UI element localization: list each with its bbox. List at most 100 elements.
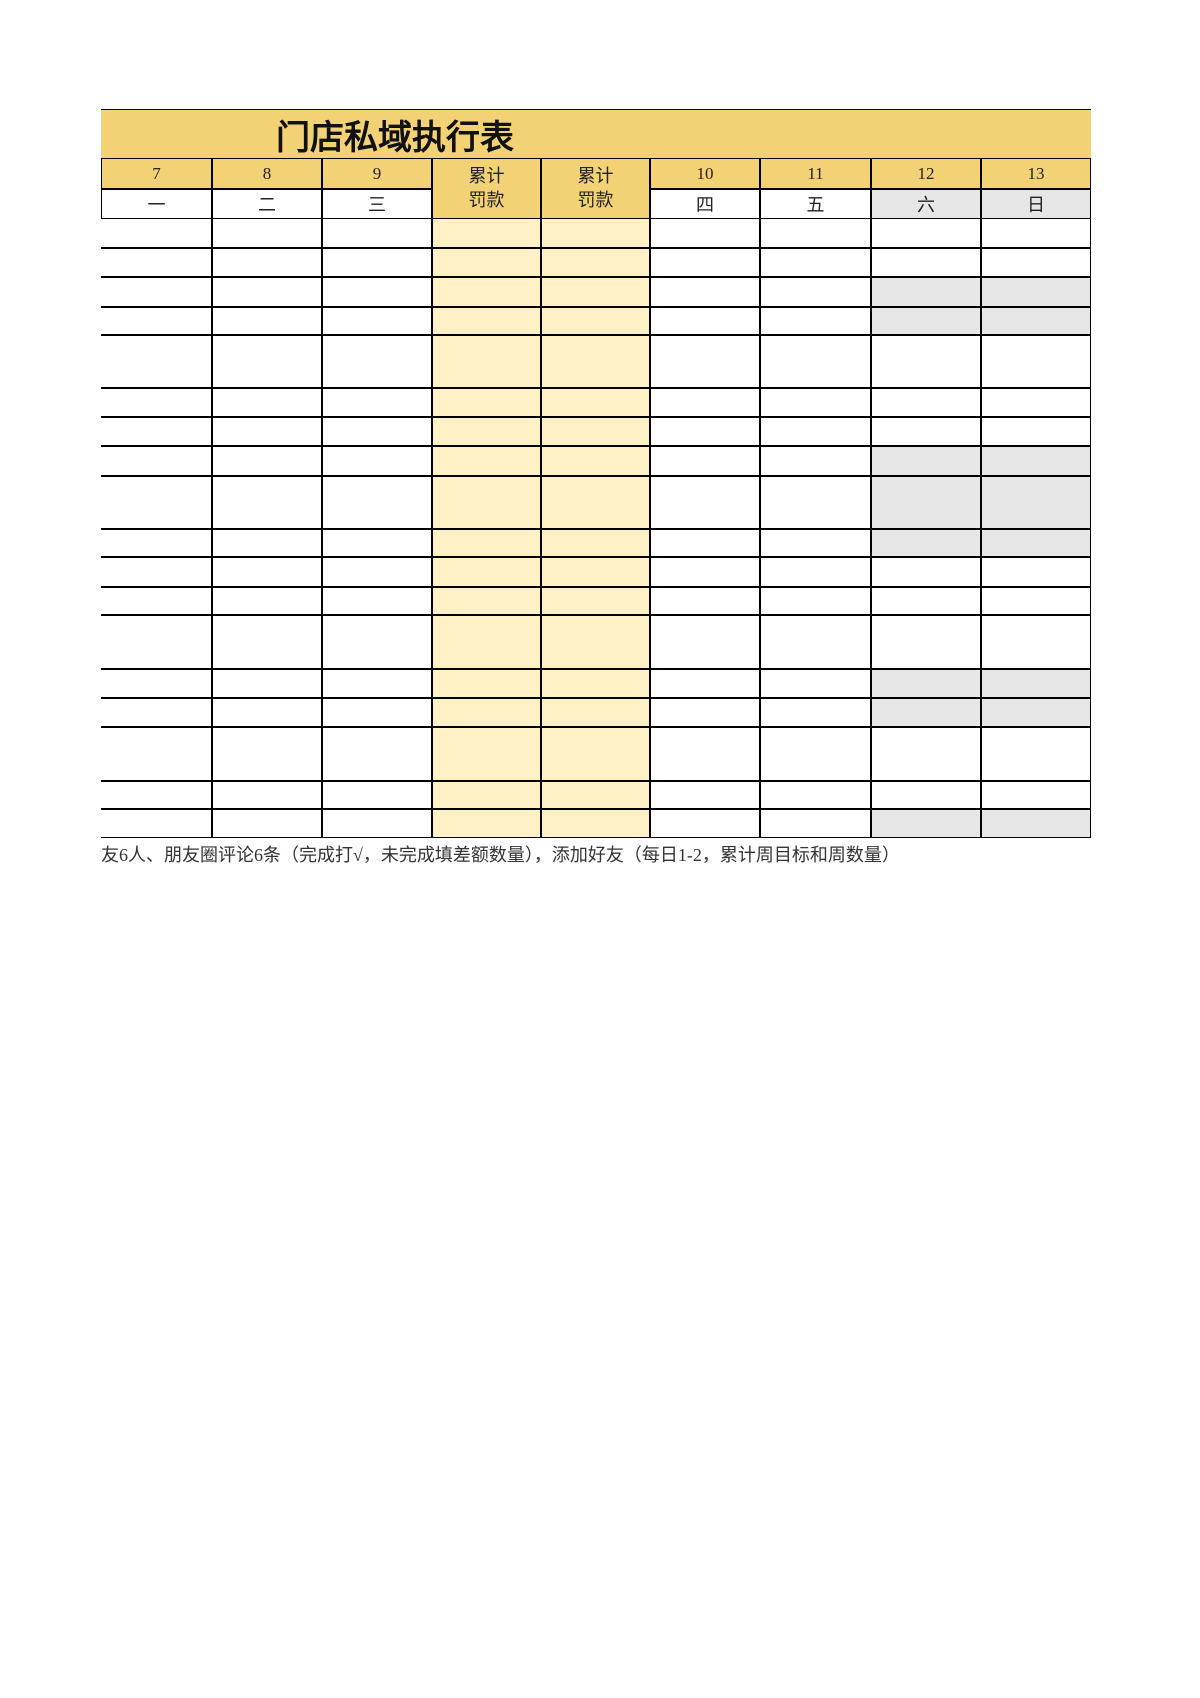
table-cell	[541, 557, 650, 587]
table-cell	[871, 417, 981, 446]
table-cell	[871, 446, 981, 476]
table-cell	[981, 529, 1091, 557]
table-cell	[432, 388, 541, 417]
table-cell	[212, 307, 322, 335]
table-cell	[432, 781, 541, 809]
date-header-text: 10	[696, 163, 714, 183]
table-cell	[101, 587, 212, 615]
table-cell	[101, 388, 212, 417]
weekday-header-text: 六	[917, 195, 935, 215]
table-cell	[871, 307, 981, 335]
date-header-text: 9	[372, 163, 382, 183]
table-cell	[650, 307, 760, 335]
weekday-header-text: 一	[147, 195, 166, 215]
table-cell	[322, 529, 432, 557]
table-cell	[871, 727, 981, 781]
table-cell	[871, 388, 981, 417]
table-cell	[212, 587, 322, 615]
table-cell	[432, 446, 541, 476]
table-cell	[541, 248, 650, 277]
table-cell	[981, 615, 1091, 669]
table-cell	[981, 248, 1091, 277]
date-header: 7	[101, 158, 212, 189]
table-cell	[871, 669, 981, 698]
table-cell	[432, 307, 541, 335]
table-cell	[541, 781, 650, 809]
table-cell	[981, 809, 1091, 838]
table-cell	[871, 615, 981, 669]
table-cell	[760, 809, 871, 838]
date-header-text: 8	[262, 163, 272, 183]
table-cell	[981, 218, 1091, 248]
table-cell	[760, 417, 871, 446]
date-header: 9	[322, 158, 432, 189]
table-cell	[981, 669, 1091, 698]
table-cell	[981, 476, 1091, 529]
table-cell	[212, 669, 322, 698]
table-cell	[541, 277, 650, 307]
table-cell	[650, 727, 760, 781]
table-cell	[101, 248, 212, 277]
table-cell	[760, 335, 871, 388]
table-cell	[871, 698, 981, 727]
table-cell	[871, 218, 981, 248]
table-cell	[212, 781, 322, 809]
table-cell	[871, 335, 981, 388]
weekday-header-text: 五	[806, 195, 825, 215]
table-cell	[650, 781, 760, 809]
weekday-header-text: 四	[696, 195, 714, 215]
table-cell	[212, 218, 322, 248]
table-cell	[101, 529, 212, 557]
weekday-header: 五	[760, 189, 871, 219]
date-header-text: 13	[1027, 163, 1045, 183]
date-header-text: 12	[917, 163, 935, 183]
table-cell	[322, 335, 432, 388]
table-cell	[981, 781, 1091, 809]
table-cell	[650, 388, 760, 417]
penalty-header-text: 累计罚款	[468, 166, 505, 210]
table-cell	[432, 529, 541, 557]
table-cell	[760, 277, 871, 307]
table-cell	[322, 307, 432, 335]
table-cell	[212, 476, 322, 529]
table-cell	[101, 669, 212, 698]
table-cell	[541, 307, 650, 335]
table-cell	[760, 307, 871, 335]
table-cell	[650, 277, 760, 307]
table-cell	[432, 476, 541, 529]
table-cell	[101, 615, 212, 669]
table-cell	[212, 727, 322, 781]
table-cell	[322, 446, 432, 476]
table-cell	[212, 248, 322, 277]
table-cell	[322, 218, 432, 248]
table-cell	[871, 587, 981, 615]
date-header: 11	[760, 158, 871, 189]
table-cell	[322, 809, 432, 838]
table-cell	[101, 727, 212, 781]
table-cell	[981, 335, 1091, 388]
penalty-header-text: 累计罚款	[577, 166, 614, 210]
table-cell	[541, 615, 650, 669]
table-cell	[650, 669, 760, 698]
table-cell	[650, 529, 760, 557]
table-cell	[322, 248, 432, 277]
weekday-header-text: 日	[1027, 195, 1045, 215]
table-cell	[101, 809, 212, 838]
table-cell	[432, 809, 541, 838]
table-cell	[871, 529, 981, 557]
table-cell	[322, 476, 432, 529]
table-cell	[541, 476, 650, 529]
date-header-text: 11	[807, 163, 824, 183]
date-header: 8	[212, 158, 322, 189]
table-cell	[322, 698, 432, 727]
table-cell	[432, 698, 541, 727]
table-cell	[650, 476, 760, 529]
date-header: 10	[650, 158, 760, 189]
table-cell	[432, 417, 541, 446]
title-band: 门店私域执行表	[101, 109, 1091, 159]
table-cell	[541, 335, 650, 388]
weekday-header-text: 二	[258, 195, 276, 215]
table-cell	[212, 698, 322, 727]
table-cell	[541, 529, 650, 557]
date-header: 12	[871, 158, 981, 189]
